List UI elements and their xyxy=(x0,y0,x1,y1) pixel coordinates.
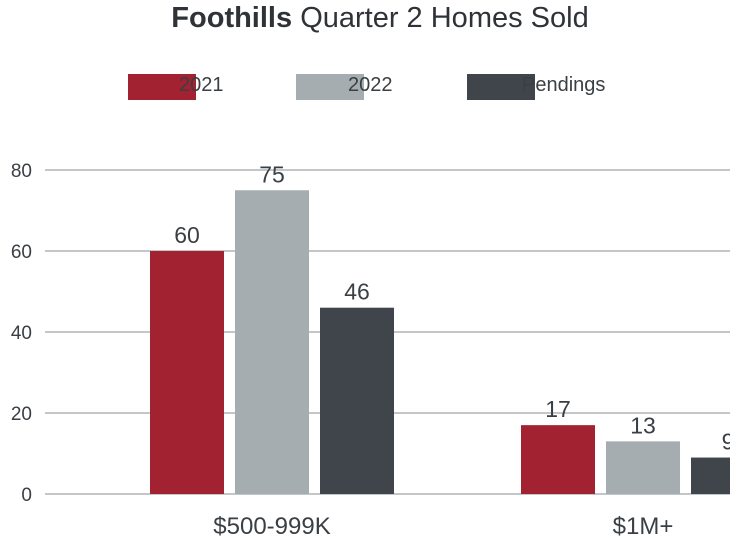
data-label-pendings-0: 46 xyxy=(344,279,370,305)
legend-swatch-2021 xyxy=(128,74,196,100)
data-label-2021-1: 17 xyxy=(545,396,571,422)
data-label-2021-0: 60 xyxy=(174,222,200,248)
legend-label-2021: 2021 xyxy=(179,74,224,96)
bar-2022-1 xyxy=(606,441,680,494)
bar-pendings-0 xyxy=(320,307,394,494)
legend-label-2022: 2022 xyxy=(348,74,393,96)
bar-2022-0 xyxy=(235,190,309,494)
y-tick-label-20: 20 xyxy=(11,404,32,425)
data-label-2022-1: 13 xyxy=(630,412,656,438)
legend-swatch-pendings xyxy=(467,74,535,100)
bar-2021-0 xyxy=(150,251,224,494)
bar-2021-1 xyxy=(521,425,595,494)
y-tick-label-0: 0 xyxy=(21,485,32,506)
data-label-2022-0: 75 xyxy=(259,161,285,187)
legend-swatch-2022 xyxy=(296,74,364,100)
x-category-label-1: $1M+ xyxy=(613,513,674,540)
chart-title-bold: Foothills xyxy=(171,2,293,34)
legend-label-pendings: Pendings xyxy=(522,74,606,96)
y-tick-label-60: 60 xyxy=(11,242,32,263)
chart-legend: 2021 2022 Pendings xyxy=(0,72,730,102)
y-tick-label-40: 40 xyxy=(11,323,32,344)
data-label-pendings-1: 9 xyxy=(722,429,730,455)
y-tick-label-80: 80 xyxy=(11,161,32,182)
x-category-label-0: $500-999K xyxy=(213,513,330,540)
chart-title-rest: Quarter 2 Homes Sold xyxy=(300,2,589,34)
chart-title: Foothills Quarter 2 Homes Sold xyxy=(0,2,730,35)
bar-pendings-1 xyxy=(691,457,730,494)
